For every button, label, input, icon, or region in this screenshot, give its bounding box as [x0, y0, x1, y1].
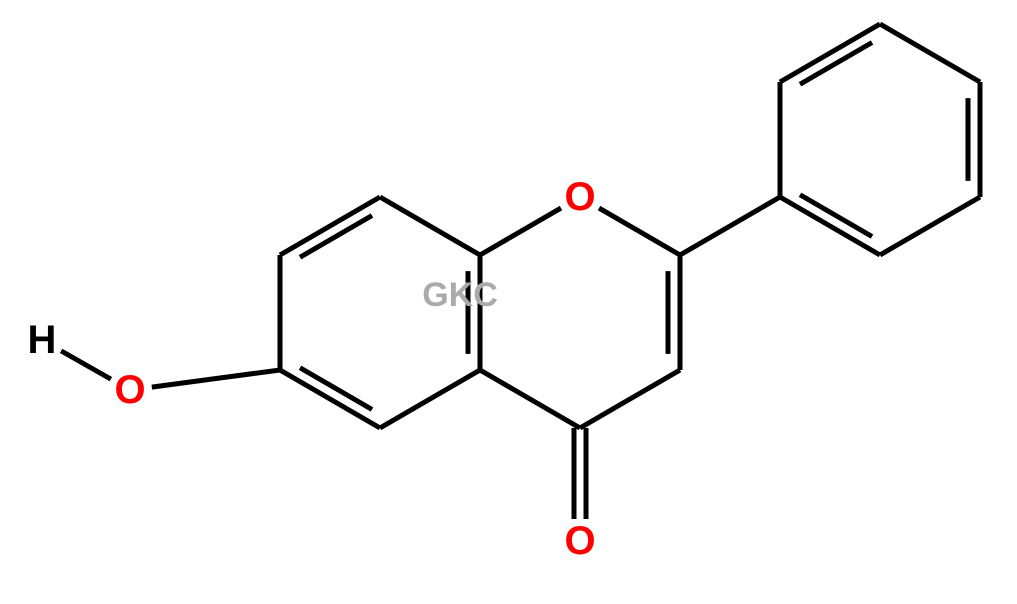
molecule-diagram: GKC O O O H	[0, 0, 1017, 604]
bond	[680, 197, 780, 255]
bond	[580, 370, 680, 428]
bonds-layer: GKC	[61, 24, 980, 519]
bond	[780, 197, 880, 255]
labels-layer: O O O H	[28, 175, 596, 563]
bond	[880, 197, 980, 255]
atom-label-H: H	[28, 318, 57, 362]
bond	[880, 24, 980, 82]
atom-label-O: O	[564, 519, 595, 563]
bond	[61, 351, 111, 379]
atom-label-O: O	[114, 368, 145, 412]
bond	[380, 370, 480, 428]
bond	[380, 197, 480, 255]
bond	[280, 370, 380, 428]
atom-label-O: O	[564, 175, 595, 219]
watermark-text: GKC	[422, 276, 498, 314]
bond	[152, 370, 280, 387]
bond	[480, 370, 580, 428]
bond	[780, 24, 880, 82]
bond	[280, 197, 380, 255]
bond	[599, 208, 680, 255]
bond	[480, 208, 561, 255]
